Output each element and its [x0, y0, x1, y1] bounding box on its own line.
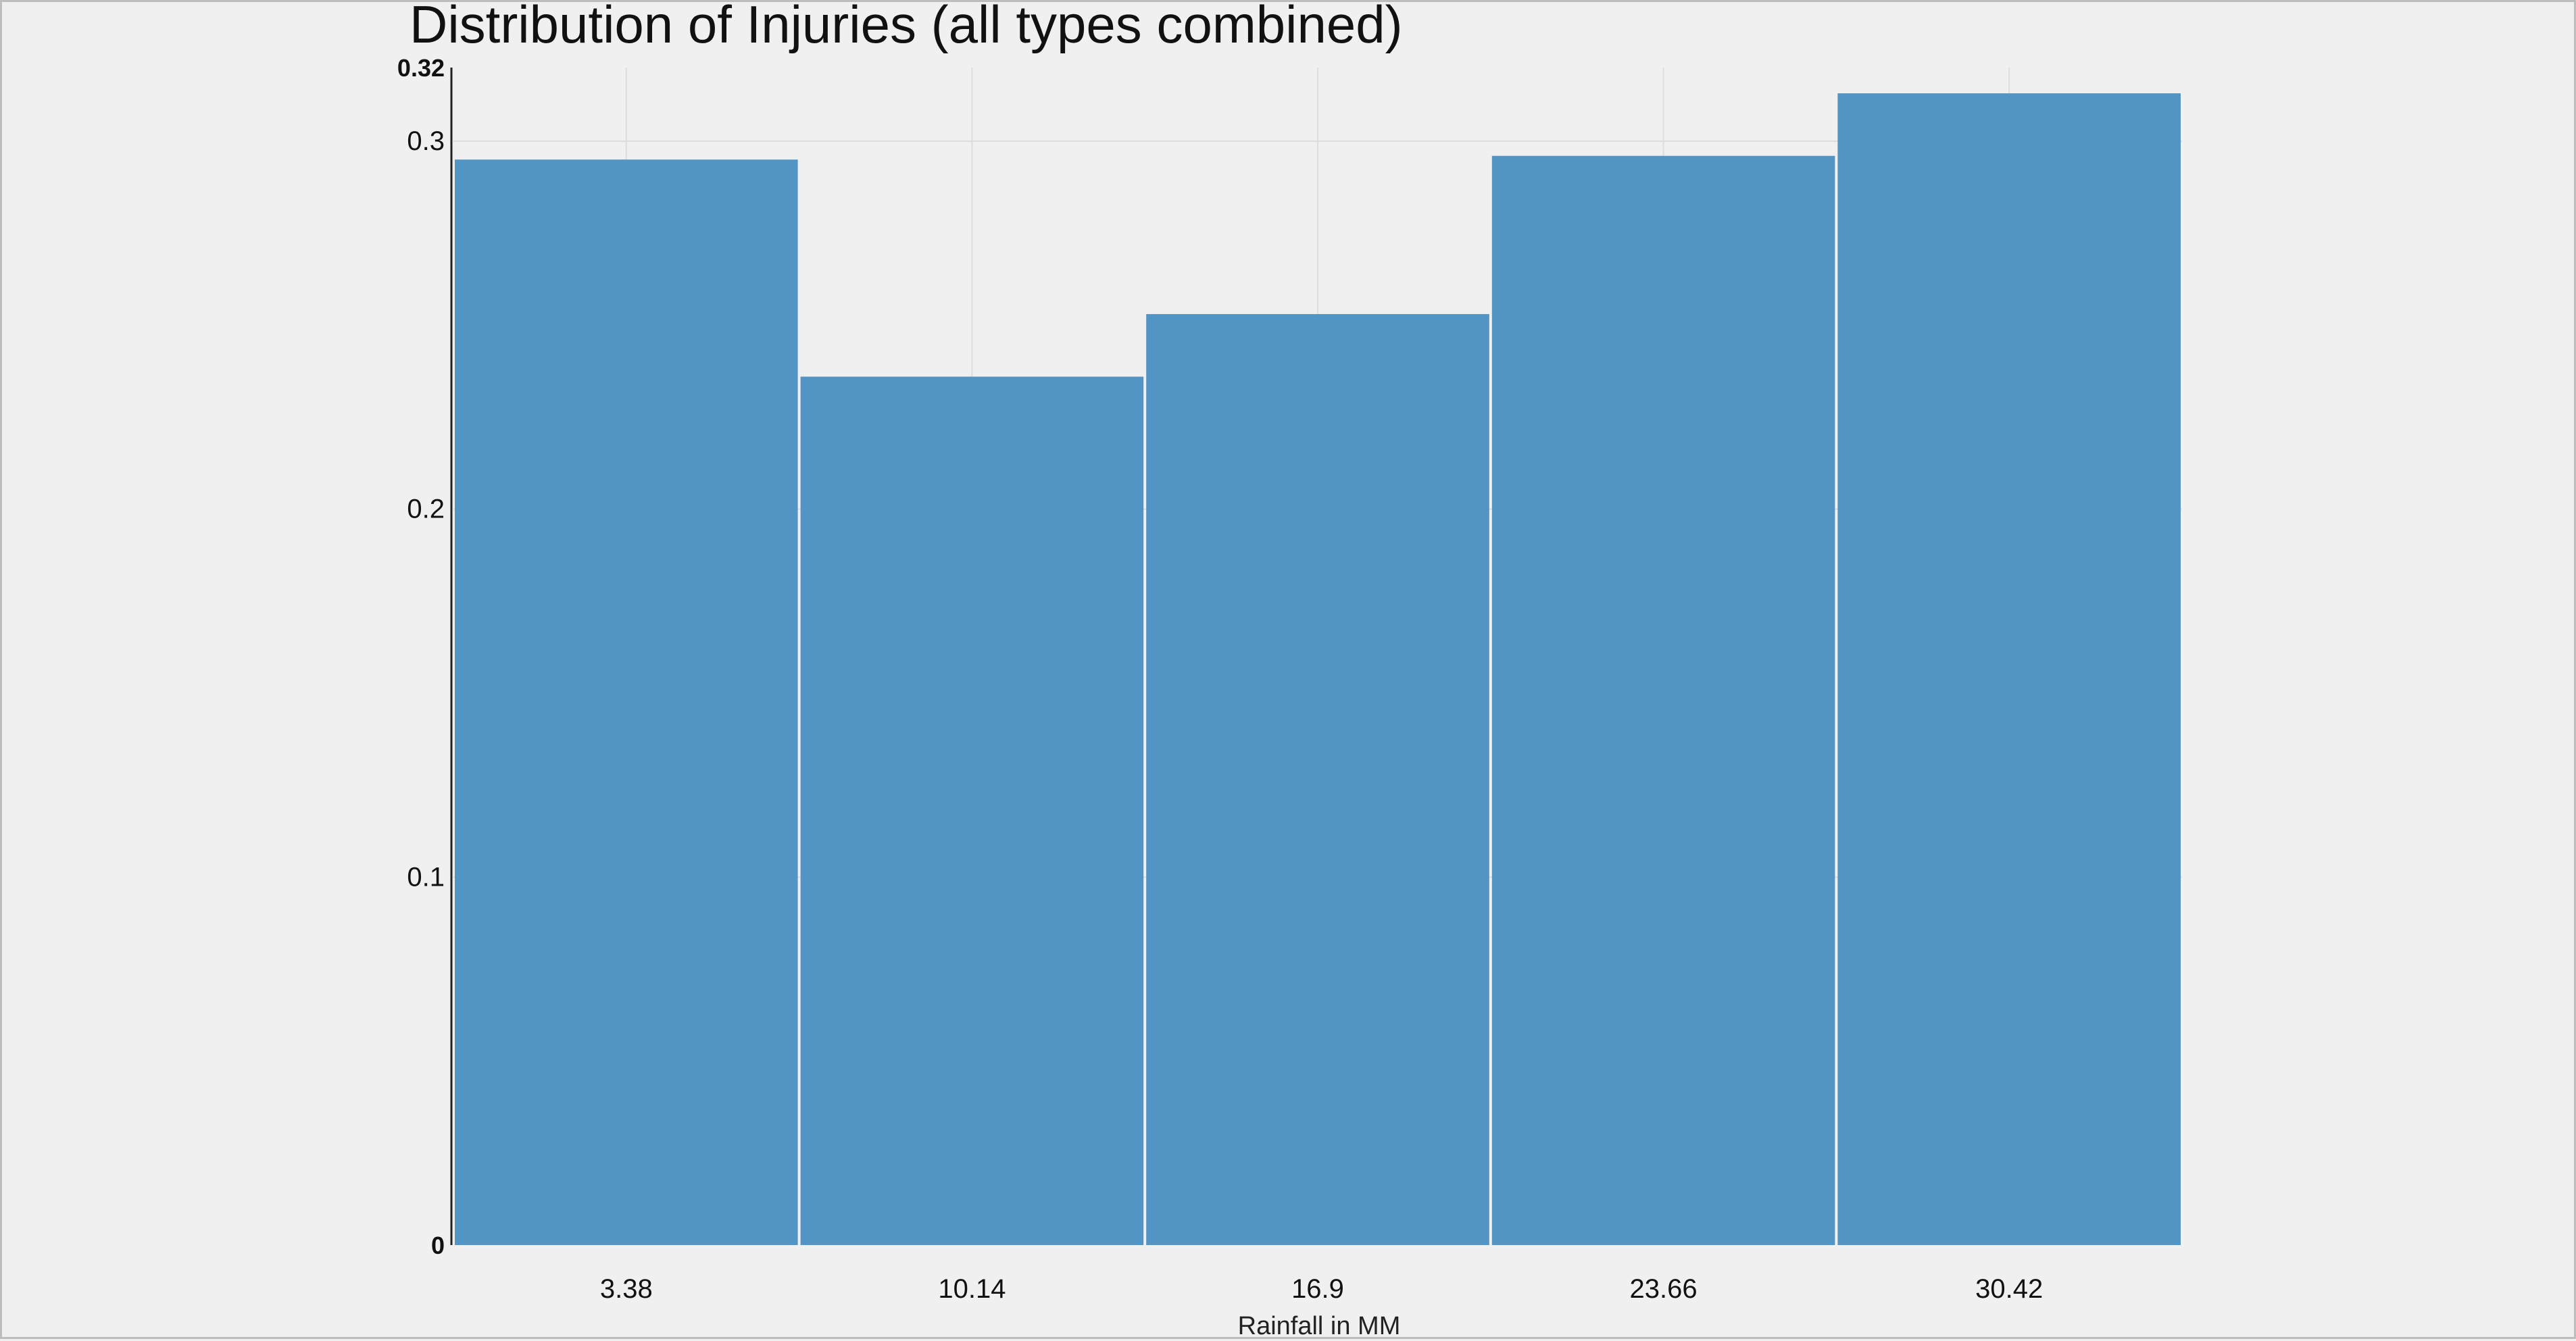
x-tick-label: 10.14 [938, 1274, 1006, 1304]
x-tick-label: 16.9 [1291, 1274, 1344, 1304]
y-tick-label: 0.1 [407, 862, 445, 892]
bar-23-66 [1491, 155, 1835, 1246]
bar-30-42 [1837, 93, 2181, 1245]
chart-title: Distribution of Injuries (all types comb… [410, 2, 1403, 54]
x-axis-title: Rainfall in MM [1238, 1312, 1401, 1340]
x-tick-labels: 3.38 10.14 16.9 23.66 30.42 [600, 1274, 2043, 1304]
y-tick-label: 0 [431, 1232, 445, 1259]
y-tick-labels: 0 0.1 0.2 0.3 0.32 [397, 54, 445, 1259]
bars [455, 93, 2181, 1246]
y-tick-label: 0.3 [407, 126, 445, 156]
x-tick-label: 30.42 [1975, 1274, 2043, 1304]
bar-3-38 [455, 159, 798, 1245]
x-tick-label: 23.66 [1630, 1274, 1698, 1304]
bar-10-14 [800, 376, 1144, 1245]
y-tick-label: 0.2 [407, 495, 445, 524]
x-tick-label: 3.38 [600, 1274, 653, 1304]
y-tick-label: 0.32 [397, 54, 445, 82]
bar-16-9 [1146, 313, 1489, 1245]
